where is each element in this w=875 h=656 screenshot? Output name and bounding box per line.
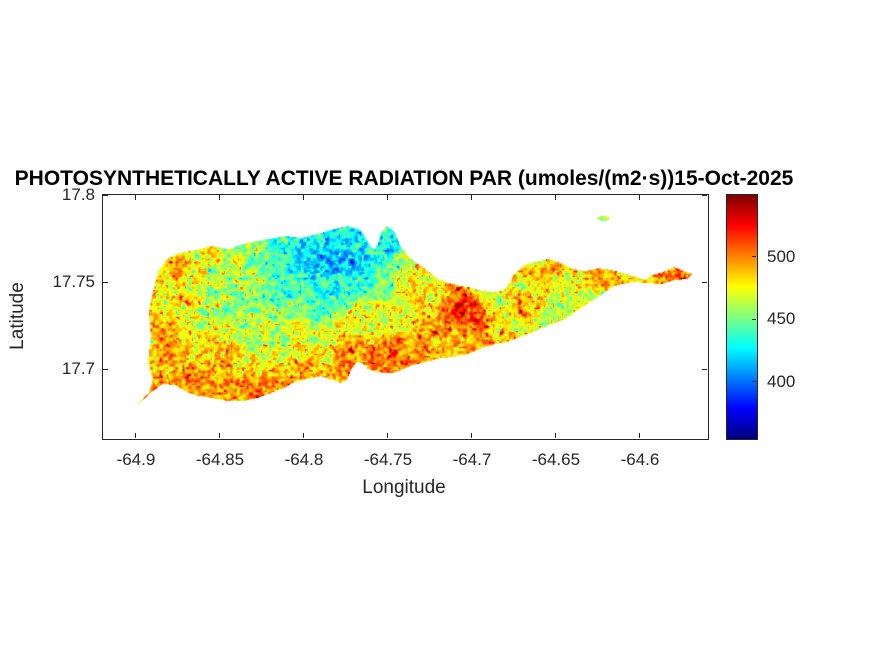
x-tick-mark [471,195,473,200]
x-tick-mark [219,195,221,200]
x-tick-mark [135,433,137,438]
colorbar-gradient-canvas [727,195,757,439]
y-tick-mark [103,194,108,196]
x-tick-label: -64.8 [284,450,324,469]
x-tick-label: -64.6 [620,450,660,469]
colorbar-tick-label: 400 [767,371,796,391]
plot-area [102,194,709,440]
colorbar-tick-label: 500 [767,246,796,266]
y-tick-mark [702,281,707,283]
y-tick-mark [702,368,707,370]
x-tick-mark [555,195,557,200]
chart-title: PHOTOSYNTHETICALLY ACTIVE RADIATION PAR … [14,167,794,190]
y-tick-mark [702,194,707,196]
colorbar-tick-mark [752,381,756,383]
y-tick-label: 17.8 [61,185,95,205]
x-axis-label: Longitude [362,477,446,498]
y-axis-label: Latitude [7,282,28,350]
colorbar-tick-mark [752,318,756,320]
x-tick-mark [387,433,389,438]
x-tick-label: -64.85 [195,450,245,469]
colorbar [726,194,758,440]
par-heatmap-canvas [103,195,708,439]
colorbar-tick-mark [752,256,756,258]
x-tick-mark [639,433,641,438]
x-tick-mark [303,433,305,438]
x-tick-mark [471,433,473,438]
x-tick-mark [303,195,305,200]
x-tick-mark [135,195,137,200]
x-tick-mark [639,195,641,200]
y-tick-mark [103,368,108,370]
x-tick-label: -64.7 [452,450,492,469]
x-tick-label: -64.9 [116,450,156,469]
y-tick-label: 17.75 [52,272,95,292]
x-tick-mark [219,433,221,438]
colorbar-tick-label: 450 [767,309,796,329]
x-tick-label: -64.75 [363,450,413,469]
x-tick-mark [555,433,557,438]
y-tick-label: 17.7 [61,359,95,379]
y-tick-mark [103,281,108,283]
x-tick-mark [387,195,389,200]
x-tick-label: -64.65 [531,450,581,469]
